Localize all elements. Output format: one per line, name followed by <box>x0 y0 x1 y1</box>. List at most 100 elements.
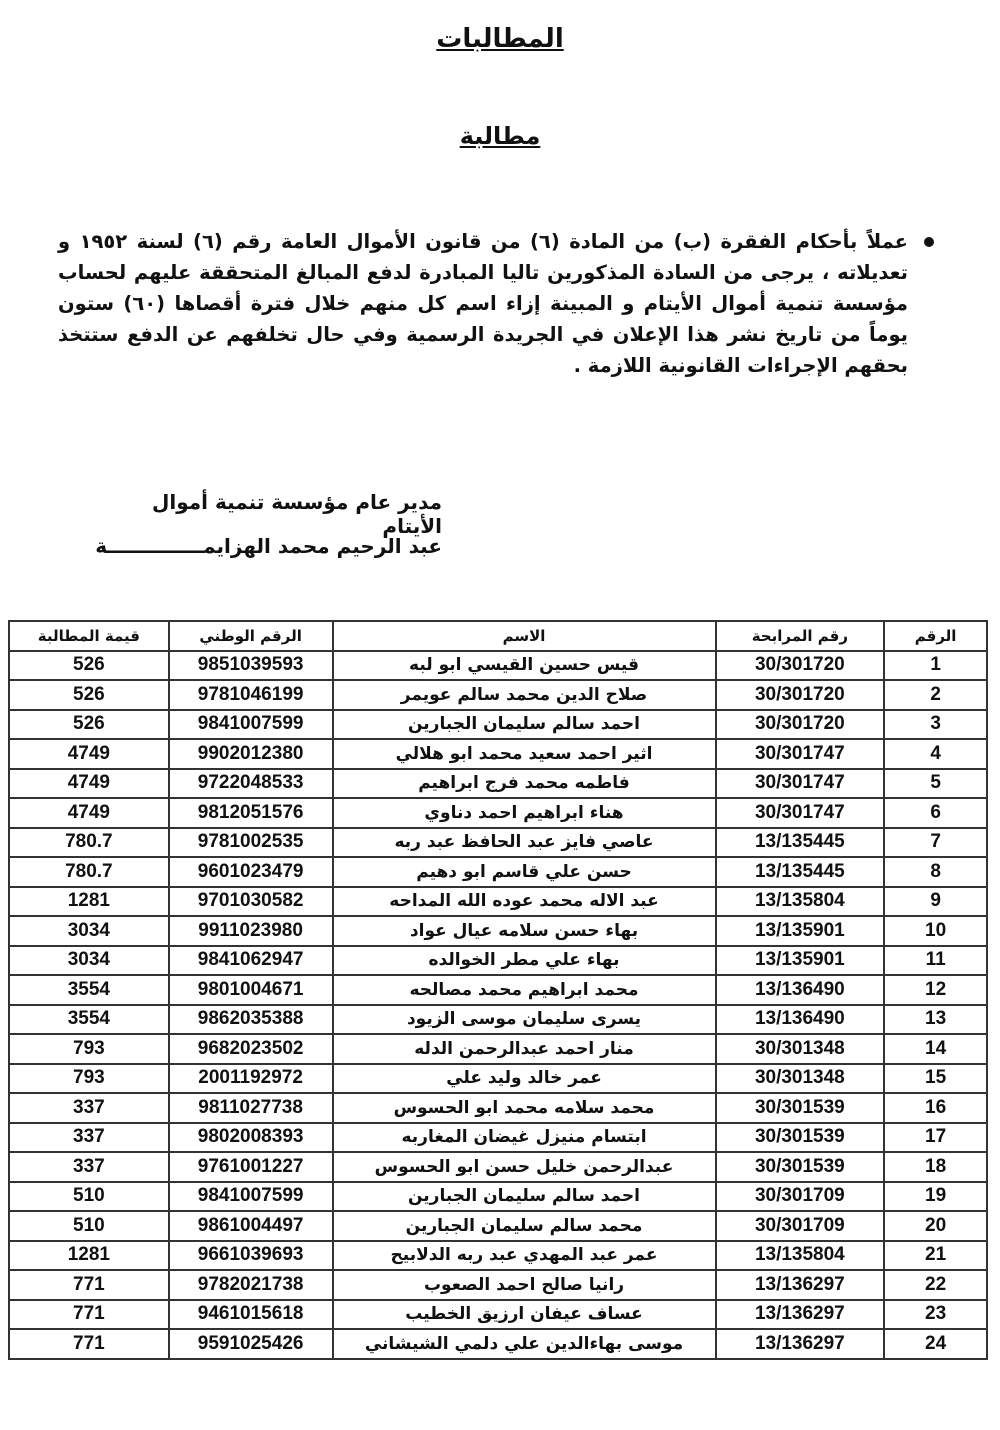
cell-no: 16 <box>883 1092 988 1124</box>
notice-paragraph: عملاً بأحكام الفقرة (ب) من المادة (٦) من… <box>58 226 934 381</box>
cell-national-id: 9851039593 <box>167 649 334 681</box>
cell-national-id: 9801004671 <box>167 974 334 1006</box>
cell-no: 13 <box>883 1003 988 1035</box>
cell-amount: 510 <box>8 1180 170 1212</box>
cell-name: رانيا صالح احمد الصعوب <box>331 1269 717 1301</box>
table-row: 18 30/301539 عبدالرحمن خليل حسن ابو الحسوس… <box>8 1151 988 1183</box>
cell-no: 9 <box>883 885 988 917</box>
cell-no: 10 <box>883 915 988 947</box>
cell-national-id: 9841007599 <box>167 1180 334 1212</box>
cell-national-id: 9811027738 <box>167 1092 334 1124</box>
header-no: الرقم <box>883 620 988 652</box>
cell-amount: 337 <box>8 1121 170 1153</box>
table-row: 9 13/135804 عبد الاله محمد عوده الله المدا… <box>8 885 988 917</box>
table-row: 2 30/301720 صلاح الدين محمد سالم عويمر 9781… <box>8 679 988 711</box>
cell-murabaha: 13/136297 <box>714 1269 886 1301</box>
cell-amount: 337 <box>8 1151 170 1183</box>
signatory-position: مدير عام مؤسسة تنمية أموال الأيتام <box>152 490 442 538</box>
cell-no: 18 <box>883 1151 988 1183</box>
cell-name: فاطمه محمد فرج ابراهيم <box>331 767 717 799</box>
table-row: 3 30/301720 احمد سالم سليمان الجبارين 98410… <box>8 708 988 740</box>
table-header-row: الرقم رقم المرابحة الاسم الرقم الوطني قي… <box>8 620 988 652</box>
cell-name: بهاء علي مطر الخوالده <box>331 944 717 976</box>
cell-no: 11 <box>883 944 988 976</box>
cell-name: محمد ابراهيم محمد مصالحه <box>331 974 717 1006</box>
table-row: 10 13/135901 بهاء حسن سلامه عيال عواد 99110… <box>8 915 988 947</box>
cell-name: عبد الاله محمد عوده الله المداحه <box>331 885 717 917</box>
cell-no: 22 <box>883 1269 988 1301</box>
cell-amount: 793 <box>8 1033 170 1065</box>
cell-murabaha: 13/135445 <box>714 826 886 858</box>
cell-no: 19 <box>883 1180 988 1212</box>
cell-name: احمد سالم سليمان الجبارين <box>331 708 717 740</box>
cell-amount: 3034 <box>8 944 170 976</box>
cell-amount: 4749 <box>8 738 170 770</box>
cell-amount: 4749 <box>8 767 170 799</box>
cell-national-id: 9461015618 <box>167 1298 334 1330</box>
cell-name: محمد سلامه محمد ابو الحسوس <box>331 1092 717 1124</box>
cell-amount: 3554 <box>8 974 170 1006</box>
header-amount: قيمة المطالبة <box>8 620 170 652</box>
page-subtitle: مطالبة <box>459 122 541 150</box>
cell-national-id: 9902012380 <box>167 738 334 770</box>
cell-name: احمد سالم سليمان الجبارين <box>331 1180 717 1212</box>
table-row: 16 30/301539 محمد سلامه محمد ابو الحسوس 981… <box>8 1092 988 1124</box>
table-row: 14 30/301348 منار احمد عبدالرحمن الدله 9682… <box>8 1033 988 1065</box>
cell-amount: 793 <box>8 1062 170 1094</box>
cell-name: حسن علي قاسم ابو دهيم <box>331 856 717 888</box>
cell-national-id: 9841062947 <box>167 944 334 976</box>
cell-no: 15 <box>883 1062 988 1094</box>
table-row: 20 30/301709 محمد سالم سليمان الجبارين 9861… <box>8 1210 988 1242</box>
cell-name: منار احمد عبدالرحمن الدله <box>331 1033 717 1065</box>
bullet-icon <box>924 237 934 247</box>
cell-national-id: 9601023479 <box>167 856 334 888</box>
cell-national-id: 9782021738 <box>167 1269 334 1301</box>
cell-no: 3 <box>883 708 988 740</box>
cell-amount: 510 <box>8 1210 170 1242</box>
table-row: 4 30/301747 اثير احمد سعيد محمد ابو هلالي 9… <box>8 738 988 770</box>
cell-name: محمد سالم سليمان الجبارين <box>331 1210 717 1242</box>
cell-amount: 1281 <box>8 1239 170 1271</box>
cell-murabaha: 13/136297 <box>714 1328 886 1360</box>
cell-murabaha: 30/301747 <box>714 767 886 799</box>
cell-national-id: 9722048533 <box>167 767 334 799</box>
table-row: 5 30/301747 فاطمه محمد فرج ابراهيم 97220485… <box>8 767 988 799</box>
cell-murabaha: 13/135901 <box>714 915 886 947</box>
table-row: 19 30/301709 احمد سالم سليمان الجبارين 9841… <box>8 1180 988 1212</box>
cell-murabaha: 30/301709 <box>714 1180 886 1212</box>
cell-murabaha: 13/135445 <box>714 856 886 888</box>
cell-no: 5 <box>883 767 988 799</box>
cell-name: يسرى سليمان موسى الزيود <box>331 1003 717 1035</box>
cell-amount: 526 <box>8 708 170 740</box>
cell-murabaha: 30/301747 <box>714 797 886 829</box>
table-row: 6 30/301747 هناء ابراهيم احمد دناوي 9812051… <box>8 797 988 829</box>
cell-murabaha: 30/301720 <box>714 679 886 711</box>
cell-amount: 771 <box>8 1298 170 1330</box>
cell-murabaha: 13/136490 <box>714 974 886 1006</box>
header-murabaha: رقم المرابحة <box>714 620 886 652</box>
table-row: 7 13/135445 عاصي فايز عبد الحافظ عبد ربه 97… <box>8 826 988 858</box>
table-row: 23 13/136297 عساف عيفان ارزيق الخطيب 946101… <box>8 1298 988 1330</box>
table-row: 11 13/135901 بهاء علي مطر الخوالده 98410629… <box>8 944 988 976</box>
cell-no: 2 <box>883 679 988 711</box>
table-row: 1 30/301720 قيس حسين القيسي ابو لبه 9851039… <box>8 649 988 681</box>
cell-national-id: 9661039693 <box>167 1239 334 1271</box>
cell-no: 14 <box>883 1033 988 1065</box>
cell-murabaha: 30/301709 <box>714 1210 886 1242</box>
cell-national-id: 9862035388 <box>167 1003 334 1035</box>
cell-amount: 526 <box>8 649 170 681</box>
cell-name: اثير احمد سعيد محمد ابو هلالي <box>331 738 717 770</box>
cell-amount: 771 <box>8 1269 170 1301</box>
cell-name: هناء ابراهيم احمد دناوي <box>331 797 717 829</box>
table-row: 13 13/136490 يسرى سليمان موسى الزيود 986203… <box>8 1003 988 1035</box>
cell-murabaha: 30/301539 <box>714 1121 886 1153</box>
signatory-name: عبد الرحيم محمد الهزايمــــــــــــــة <box>95 534 442 558</box>
table-row: 22 13/136297 رانيا صالح احمد الصعوب 9782021… <box>8 1269 988 1301</box>
cell-national-id: 9781046199 <box>167 679 334 711</box>
cell-murabaha: 30/301539 <box>714 1092 886 1124</box>
cell-murabaha: 30/301720 <box>714 649 886 681</box>
cell-amount: 337 <box>8 1092 170 1124</box>
cell-murabaha: 30/301348 <box>714 1062 886 1094</box>
cell-name: بهاء حسن سلامه عيال عواد <box>331 915 717 947</box>
table-row: 15 30/301348 عمر خالد وليد علي 2001192972 79… <box>8 1062 988 1094</box>
